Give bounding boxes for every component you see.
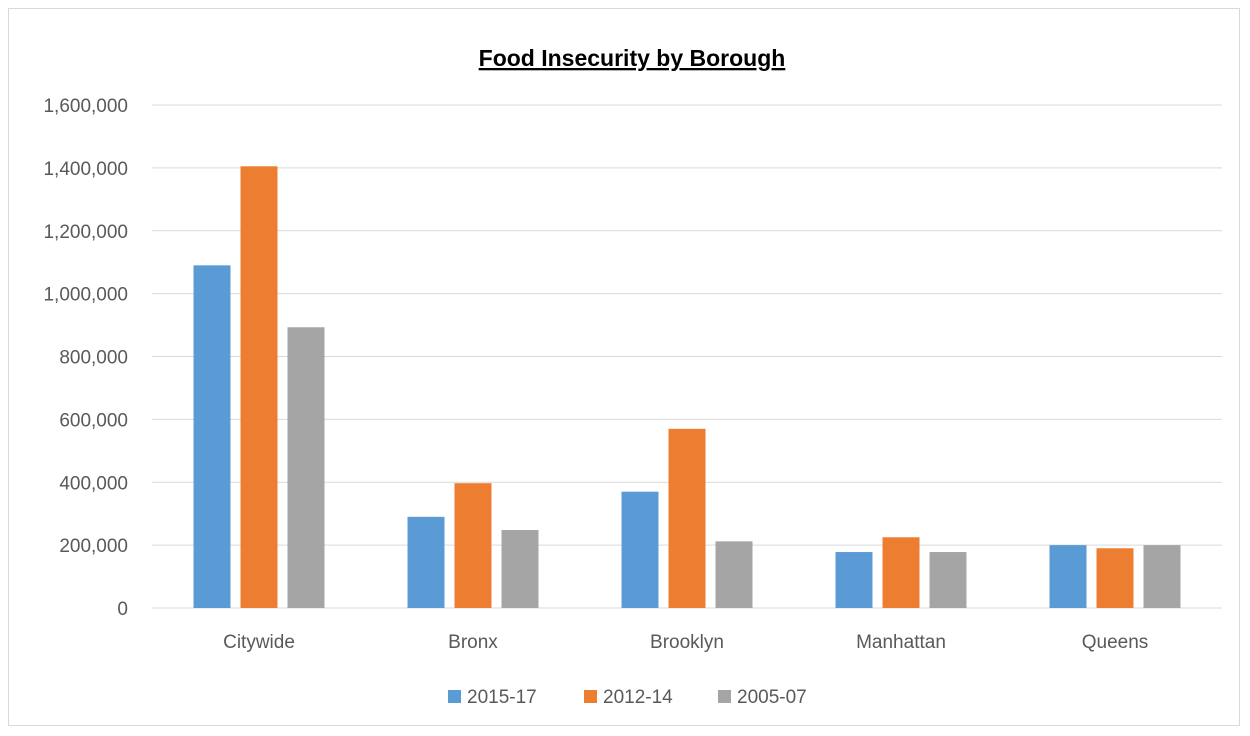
bar-brooklyn-2005-07	[715, 541, 753, 608]
bar-bronx-2005-07	[501, 530, 539, 608]
bar-queens-2015-17	[1049, 545, 1087, 608]
y-tick-label: 1,000,000	[43, 285, 128, 306]
y-tick-label: 1,200,000	[43, 222, 128, 243]
x-tick-label: Brooklyn	[650, 632, 724, 653]
bar-citywide-2005-07	[287, 327, 325, 608]
bar-bronx-2012-14	[454, 483, 492, 608]
x-tick-label: Bronx	[448, 632, 498, 653]
bar-queens-2005-07	[1143, 545, 1181, 608]
y-tick-label: 0	[117, 599, 128, 620]
bar-bronx-2015-17	[407, 516, 445, 608]
x-tick-label: Citywide	[223, 632, 295, 653]
legend-label: 2012-14	[603, 687, 673, 708]
bar-brooklyn-2012-14	[668, 428, 706, 608]
x-axis-ticks: Citywide Bronx Brooklyn Manhattan Queens	[223, 632, 1148, 653]
chart-title: Food Insecurity by Borough	[479, 45, 786, 71]
bar-manhattan-2012-14	[882, 537, 920, 608]
y-tick-label: 200,000	[59, 536, 128, 557]
bar-queens-2012-14	[1096, 548, 1134, 608]
y-axis-ticks: 0 200,000 400,000 600,000 800,000 1,000,000 1,…	[43, 96, 128, 620]
y-tick-label: 600,000	[59, 410, 128, 431]
y-tick-label: 800,000	[59, 348, 128, 369]
legend-swatch-2012-14	[584, 690, 597, 703]
x-tick-label: Manhattan	[856, 632, 946, 653]
x-tick-label: Queens	[1082, 632, 1149, 653]
legend-swatch-2015-17	[448, 690, 461, 703]
bar-brooklyn-2015-17	[621, 491, 659, 608]
bar-citywide-2015-17	[193, 265, 231, 608]
legend: 2015-17 2012-14 2005-07	[448, 687, 807, 708]
legend-label: 2015-17	[467, 687, 537, 708]
legend-swatch-2005-07	[718, 690, 731, 703]
y-tick-label: 400,000	[59, 473, 128, 494]
bar-citywide-2012-14	[240, 166, 278, 608]
bar-manhattan-2015-17	[835, 552, 873, 608]
bar-manhattan-2005-07	[929, 552, 967, 608]
bars	[193, 166, 1181, 608]
y-tick-label: 1,400,000	[43, 159, 128, 180]
y-tick-label: 1,600,000	[43, 96, 128, 117]
legend-label: 2005-07	[737, 687, 807, 708]
